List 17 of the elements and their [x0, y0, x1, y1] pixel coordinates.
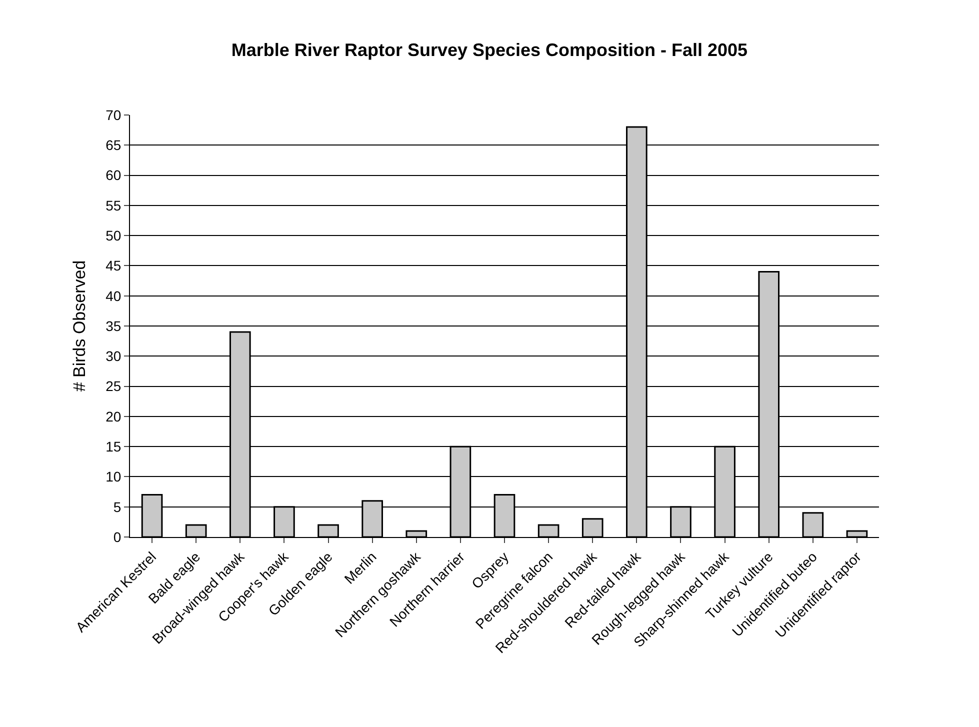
- y-tick-label: 30: [106, 348, 122, 364]
- y-tick-label: 70: [106, 106, 122, 123]
- y-tick-label: 10: [106, 468, 122, 485]
- y-tick-label: 50: [106, 227, 122, 244]
- y-tick-label: 5: [113, 498, 122, 515]
- y-tick-label: 20: [106, 408, 122, 424]
- y-tick-label: 15: [106, 438, 122, 454]
- y-axis-title: # Birds Observed: [70, 260, 90, 392]
- y-tick-label: 25: [106, 378, 122, 394]
- y-tick-label: 55: [106, 197, 122, 214]
- y-tick-label: 40: [106, 288, 122, 304]
- y-tick-label: 60: [106, 167, 122, 184]
- y-tick-label: 0: [113, 528, 122, 545]
- chart-title: Marble River Raptor Survey Species Composition - Fall 2005: [231, 40, 748, 60]
- y-tick-label: 35: [106, 318, 122, 334]
- y-tick-label: 65: [106, 137, 122, 154]
- y-tick-label: 45: [106, 258, 122, 274]
